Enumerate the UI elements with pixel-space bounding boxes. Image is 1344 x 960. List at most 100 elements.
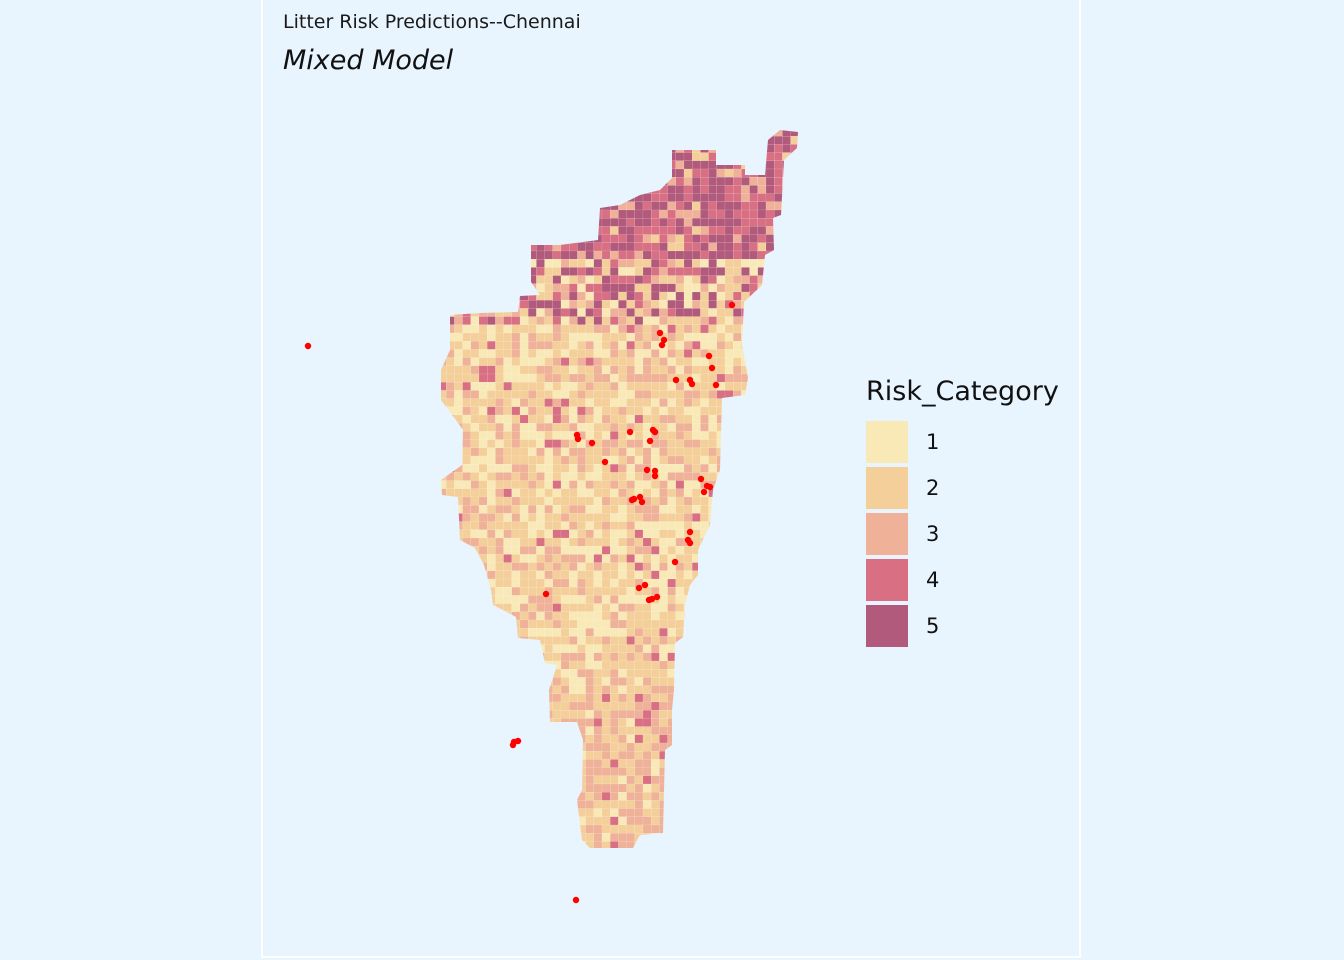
risk-cell bbox=[675, 619, 685, 629]
risk-cell bbox=[552, 160, 562, 170]
risk-cell bbox=[716, 185, 726, 194]
risk-cell bbox=[749, 660, 758, 670]
risk-cell bbox=[495, 217, 504, 227]
risk-cell bbox=[528, 783, 537, 793]
risk-cell bbox=[626, 570, 635, 580]
risk-cell bbox=[782, 628, 791, 637]
risk-cell bbox=[577, 226, 586, 235]
risk-cell bbox=[675, 693, 685, 703]
risk-cell bbox=[716, 529, 726, 539]
risk-cell bbox=[618, 767, 627, 776]
risk-cell bbox=[545, 858, 553, 866]
risk-cell bbox=[708, 226, 717, 235]
risk-cell bbox=[667, 398, 676, 408]
risk-cell bbox=[528, 423, 537, 432]
risk-cell bbox=[478, 308, 488, 317]
risk-cell bbox=[593, 726, 603, 735]
risk-cell bbox=[470, 562, 480, 571]
risk-cell bbox=[790, 808, 798, 817]
risk-cell bbox=[462, 693, 472, 703]
risk-cell bbox=[528, 291, 537, 301]
risk-cell bbox=[790, 718, 798, 727]
risk-cell bbox=[585, 578, 594, 588]
risk-cell bbox=[724, 833, 734, 842]
risk-cell bbox=[790, 185, 798, 194]
risk-cell bbox=[765, 718, 775, 727]
risk-cell bbox=[733, 734, 742, 744]
risk-cell bbox=[511, 562, 521, 571]
risk-cell bbox=[708, 800, 717, 809]
risk-cell bbox=[782, 726, 791, 735]
risk-cell bbox=[782, 275, 791, 285]
risk-cell bbox=[651, 349, 660, 358]
risk-cell bbox=[749, 693, 758, 703]
risk-cell bbox=[757, 701, 767, 711]
risk-cell bbox=[790, 447, 798, 457]
risk-cell bbox=[634, 185, 644, 194]
risk-cell bbox=[446, 841, 455, 848]
risk-cell bbox=[799, 718, 807, 726]
risk-cell bbox=[733, 775, 742, 785]
risk-cell bbox=[799, 612, 807, 620]
risk-cell bbox=[757, 718, 767, 727]
risk-cell bbox=[741, 431, 750, 440]
risk-cell bbox=[659, 283, 668, 293]
risk-cell bbox=[749, 595, 758, 604]
risk-cell bbox=[659, 130, 668, 137]
risk-cell bbox=[642, 562, 652, 571]
risk-cell bbox=[552, 373, 562, 383]
risk-cell bbox=[454, 414, 463, 424]
risk-cell bbox=[651, 373, 660, 383]
risk-cell bbox=[487, 505, 496, 514]
litter-point bbox=[651, 472, 659, 480]
risk-cell bbox=[511, 677, 521, 686]
risk-cell bbox=[544, 176, 553, 186]
risk-cell bbox=[716, 677, 726, 686]
risk-cell bbox=[577, 160, 586, 170]
risk-cell bbox=[478, 144, 488, 153]
risk-cell bbox=[618, 431, 627, 440]
risk-cell bbox=[774, 562, 783, 571]
risk-cell bbox=[765, 537, 775, 547]
risk-cell bbox=[585, 660, 594, 670]
risk-cell bbox=[749, 439, 758, 449]
risk-cell bbox=[441, 209, 447, 219]
risk-cell bbox=[741, 209, 750, 219]
risk-cell bbox=[741, 529, 750, 539]
risk-cell bbox=[765, 636, 775, 645]
risk-cell bbox=[454, 710, 463, 719]
risk-cell bbox=[757, 595, 767, 604]
risk-cell bbox=[446, 267, 455, 276]
risk-cell bbox=[741, 341, 750, 350]
risk-cell bbox=[774, 488, 783, 498]
risk-cell bbox=[593, 587, 603, 596]
risk-cell bbox=[487, 808, 496, 817]
risk-cell bbox=[692, 775, 701, 785]
risk-cell bbox=[560, 521, 570, 530]
risk-cell bbox=[733, 283, 742, 293]
risk-cell bbox=[454, 759, 463, 768]
risk-cell bbox=[470, 193, 480, 203]
risk-cell bbox=[528, 824, 537, 834]
risk-cell bbox=[446, 800, 455, 809]
risk-cell bbox=[601, 431, 611, 440]
risk-cell bbox=[544, 537, 553, 547]
risk-cell bbox=[536, 373, 545, 383]
risk-cell bbox=[741, 234, 750, 244]
risk-cell bbox=[446, 529, 455, 539]
risk-cell bbox=[618, 267, 627, 276]
risk-cell bbox=[651, 726, 660, 735]
risk-cell bbox=[741, 390, 750, 399]
risk-cell bbox=[716, 800, 726, 809]
risk-cell bbox=[577, 144, 586, 153]
risk-cell bbox=[560, 824, 570, 834]
risk-cell bbox=[741, 521, 750, 530]
risk-cell bbox=[544, 603, 553, 612]
risk-cell bbox=[560, 234, 570, 244]
risk-cell bbox=[782, 349, 791, 358]
risk-cell bbox=[454, 742, 463, 752]
risk-cell bbox=[536, 734, 545, 744]
risk-cell bbox=[700, 742, 709, 752]
risk-cell bbox=[610, 734, 619, 744]
risk-cell bbox=[667, 168, 676, 178]
